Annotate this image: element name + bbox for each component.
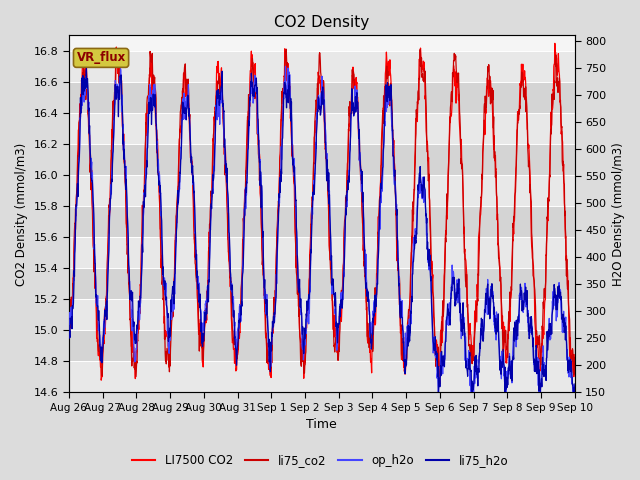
Bar	[69, 330, 575, 361]
Y-axis label: H2O Density (mmol/m3): H2O Density (mmol/m3)	[612, 142, 625, 286]
Bar	[69, 51, 575, 82]
Y-axis label: CO2 Density (mmol/m3): CO2 Density (mmol/m3)	[15, 142, 28, 286]
Title: CO2 Density: CO2 Density	[275, 15, 369, 30]
Bar	[69, 299, 575, 330]
Bar	[69, 206, 575, 237]
X-axis label: Time: Time	[307, 419, 337, 432]
Legend: LI7500 CO2, li75_co2, op_h2o, li75_h2o: LI7500 CO2, li75_co2, op_h2o, li75_h2o	[127, 449, 513, 472]
Bar	[69, 175, 575, 206]
Bar	[69, 237, 575, 268]
Bar	[69, 361, 575, 393]
Bar	[69, 268, 575, 299]
Bar	[69, 82, 575, 113]
Bar	[69, 144, 575, 175]
Bar	[69, 113, 575, 144]
Text: VR_flux: VR_flux	[76, 51, 125, 64]
